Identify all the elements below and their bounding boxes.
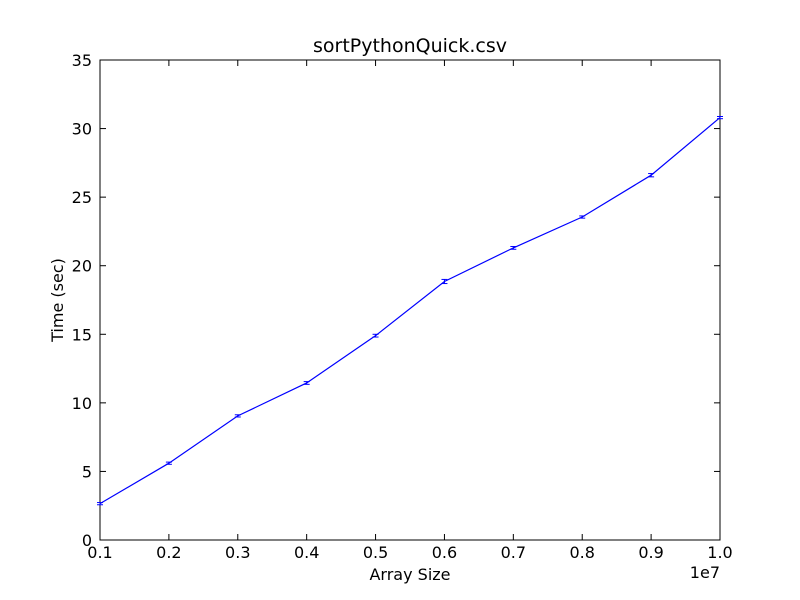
series-group xyxy=(97,116,723,506)
y-tick-label: 10 xyxy=(72,394,92,413)
x-tick-label: 0.8 xyxy=(569,543,594,562)
x-axis-offset-label: 1e7 xyxy=(690,563,720,582)
y-tick-label: 35 xyxy=(72,51,92,70)
chart-title: sortPythonQuick.csv xyxy=(313,35,507,57)
x-tick-label: 0.6 xyxy=(432,543,457,562)
x-tick-label: 1.0 xyxy=(707,543,732,562)
x-tick-label: 0.5 xyxy=(363,543,388,562)
y-tick-label: 5 xyxy=(82,462,92,481)
x-tick-label: 0.7 xyxy=(501,543,526,562)
y-axis-title: Time (sec) xyxy=(48,258,67,343)
y-tick-label: 20 xyxy=(72,257,92,276)
x-tick-label: 0.1 xyxy=(87,543,112,562)
x-tick-label: 0.4 xyxy=(294,543,319,562)
y-axis: 0 5 10 15 20 25 30 35 xyxy=(72,51,720,550)
plot-area-frame xyxy=(99,59,721,541)
y-tick-label: 25 xyxy=(72,188,92,207)
series-line xyxy=(99,117,721,505)
y-tick-label: 15 xyxy=(72,325,92,344)
x-axis-title: Array Size xyxy=(369,565,450,584)
x-tick-label: 0.9 xyxy=(638,543,663,562)
x-axis: 0.1 0.2 0.3 0.4 0.5 0.6 0.7 0.8 0.9 1.0 xyxy=(87,60,733,562)
y-tick-label: 0 xyxy=(82,531,92,550)
x-tick-label: 0.3 xyxy=(225,543,250,562)
y-tick-label: 30 xyxy=(72,120,92,139)
x-tick-label: 0.2 xyxy=(156,543,181,562)
